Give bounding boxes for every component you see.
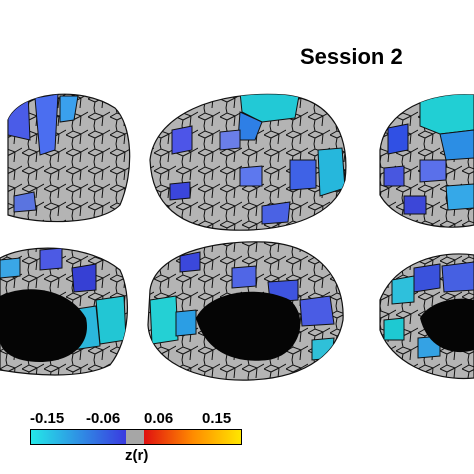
colorbar-negative-segment: [31, 430, 126, 444]
colorbar-neutral-segment: [126, 430, 144, 444]
brain-medial-left: [0, 247, 128, 376]
colorbar-positive-segment: [144, 430, 241, 444]
colorbar-label: z(r): [125, 447, 149, 464]
session-title: Session 2: [300, 44, 403, 69]
brain-lateral-right-cropped: [379, 94, 474, 228]
brain-lateral-left: [7, 93, 131, 223]
colorbar: -0.15 -0.06 0.06 0.15 z(r): [30, 410, 242, 470]
brain-lateral-right: [149, 93, 347, 231]
brain-medial-right: [147, 241, 344, 381]
colorbar-tick: -0.15: [30, 410, 65, 427]
colorbar-tick: -0.06: [86, 410, 121, 427]
colorbar-strip: [30, 429, 242, 445]
medial-wall-right-cropped: [420, 298, 474, 353]
colorbar-tick: 0.06: [144, 410, 174, 427]
brain-medial-right-cropped: [379, 253, 474, 380]
medial-wall-right: [196, 291, 301, 361]
colorbar-tick: 0.15: [202, 410, 232, 427]
medial-wall-left: [0, 289, 87, 362]
